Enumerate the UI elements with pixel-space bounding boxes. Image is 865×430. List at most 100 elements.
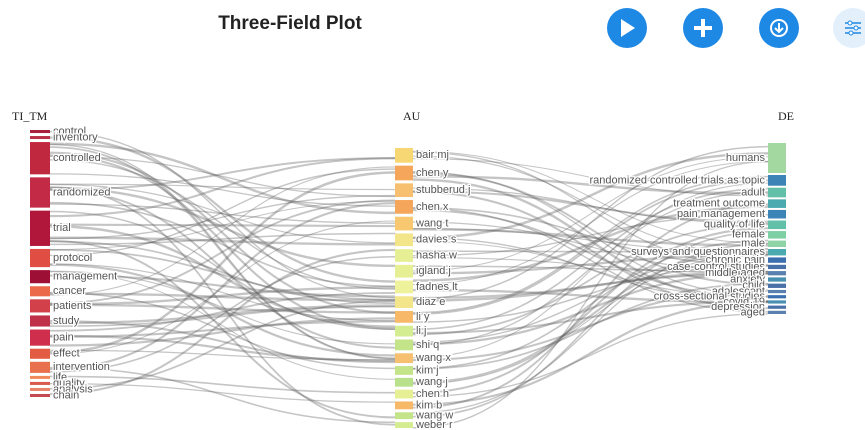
link [49,291,396,370]
link [49,166,396,296]
link [412,271,769,302]
node [30,248,50,268]
link [49,240,396,305]
node-label: life [53,371,67,383]
link [49,292,396,302]
node-label: covid-19 [723,296,765,308]
link [412,150,769,244]
node [768,305,786,309]
node-label: chen h [416,388,449,400]
node [395,412,413,420]
node-label: li y [416,311,430,323]
node-label: effect [53,348,80,360]
link [412,160,769,286]
node-label: fadnes lt [416,281,458,293]
link [49,240,396,419]
node [30,381,50,385]
node-label: weber r [415,419,453,430]
node [395,183,413,198]
node-label: study [53,315,80,327]
link [49,183,396,191]
link [49,171,396,354]
link [412,207,769,267]
link [412,300,769,406]
node-label: wang w [415,410,453,422]
link [49,366,396,424]
link [412,239,769,370]
add-button[interactable] [683,8,723,48]
node [768,240,786,247]
node-label: management [53,271,117,283]
link [412,253,769,343]
link [49,300,396,390]
link [49,183,396,244]
link [49,157,396,191]
download-button[interactable] [759,8,799,48]
node-label: wang x [415,352,451,364]
link [49,136,396,283]
link [412,240,769,298]
link [412,171,769,297]
node-label: case-control studies [667,261,765,273]
node [395,339,413,351]
link [412,289,769,362]
link [412,227,769,253]
link [49,319,396,364]
node [395,389,413,399]
node [768,187,786,198]
node-label: hasha w [416,249,457,261]
node [395,148,413,163]
play-button[interactable] [607,8,647,48]
link [49,157,396,218]
node [30,361,50,373]
link [49,202,396,371]
link [412,313,769,398]
node-label: child [742,280,765,292]
link [412,271,769,346]
link [412,171,769,286]
link [412,145,769,300]
node [30,270,50,284]
link [49,292,396,332]
link [412,203,769,409]
settings-button[interactable] [833,8,865,48]
node-label: wang j [415,376,448,388]
link [412,265,769,273]
node-label: intervention [53,361,110,373]
node [395,366,413,375]
link [412,237,769,302]
link [412,160,769,429]
link [49,142,396,215]
link [49,248,396,396]
node-label: chen x [416,201,449,213]
link [412,288,769,304]
link [412,272,769,299]
link [49,210,396,331]
node-label: treatment outcome [673,198,765,210]
link [49,349,396,361]
node [30,136,50,140]
link [412,243,769,414]
node [30,393,50,397]
link [412,209,769,298]
link [49,263,396,322]
link [412,282,769,370]
link [412,214,769,257]
node-label: quality of life [704,219,765,231]
node [768,264,786,270]
link [49,155,396,198]
node [395,325,413,337]
node [768,199,786,208]
node-label: humans [726,152,766,164]
link [412,254,769,275]
node-label: shi q [416,339,439,351]
node-label: anxiety [730,273,765,285]
node [30,375,50,379]
node [395,311,413,323]
link [412,156,769,272]
link [412,227,769,395]
link [49,303,396,314]
node-label: patients [53,300,92,312]
node-label: controlled [53,152,101,164]
